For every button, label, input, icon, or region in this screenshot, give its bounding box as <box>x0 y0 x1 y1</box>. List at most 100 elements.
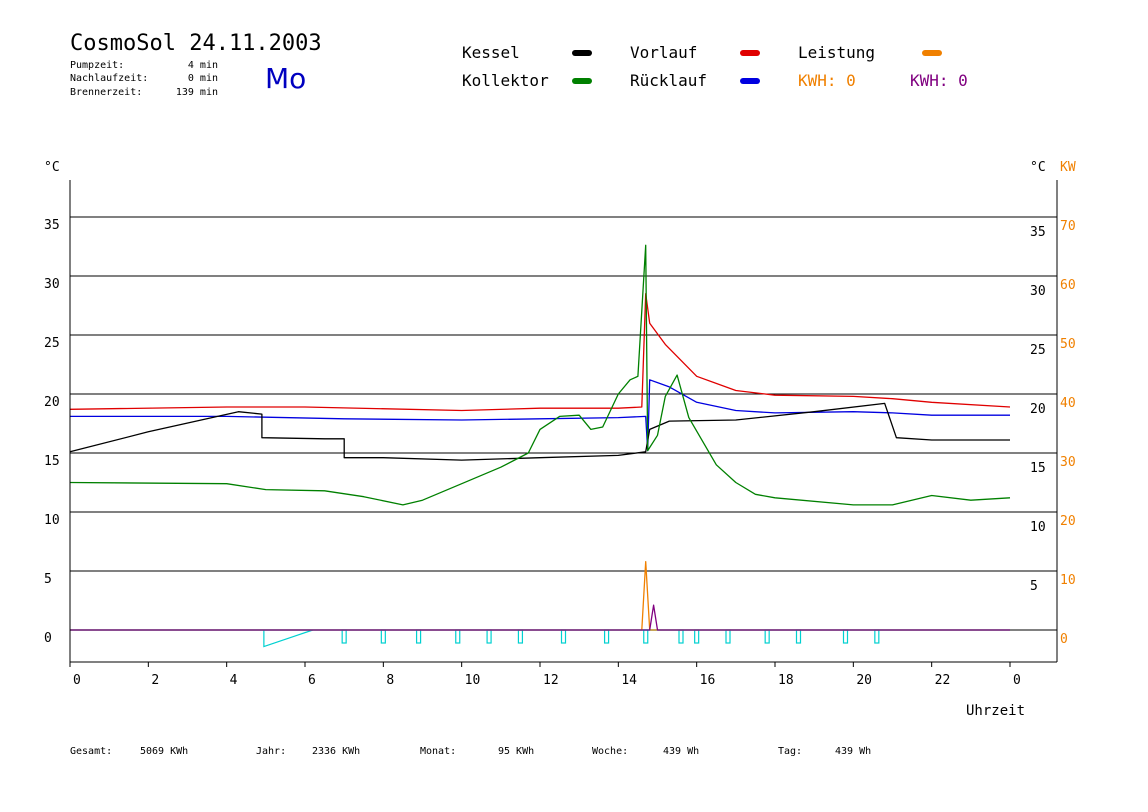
x-tick-label: 0 <box>73 673 81 688</box>
pump-pulse <box>764 629 770 644</box>
left-tick-label: 0 <box>44 631 52 646</box>
kw-tick-label: 10 <box>1060 573 1076 588</box>
kw-tick-label: 20 <box>1060 514 1076 529</box>
x-tick-label: 14 <box>621 673 637 688</box>
footer-tag-value: 439 Wh <box>835 746 871 757</box>
pump-pulse <box>678 629 684 644</box>
pump-pulse <box>341 629 347 644</box>
left-unit-label: °C <box>44 160 60 175</box>
left-tick-label: 25 <box>44 336 60 351</box>
legend-label-vorlauf: Vorlauf <box>630 43 697 62</box>
legend-swatch-kessel <box>572 50 592 56</box>
footer-monat-value: 95 KWh <box>498 746 534 757</box>
footer-tag-label: Tag: <box>778 746 802 757</box>
kwh-purple-label: KWH: 0 <box>910 71 968 90</box>
kw-unit-label: KW <box>1060 160 1076 175</box>
chart-title: CosmoSol 24.11.2003 <box>70 31 322 56</box>
kw-tick-label: 30 <box>1060 455 1076 470</box>
pump-pulse <box>415 629 422 644</box>
footer-woche-label: Woche: <box>592 746 628 757</box>
x-tick-label: 20 <box>856 673 872 688</box>
legend-swatch-leistung <box>922 50 942 56</box>
right-tick-label: 15 <box>1030 461 1046 476</box>
pump-pulse <box>560 629 567 644</box>
series-line-kollektor <box>69 244 1011 506</box>
weekday-label: Mo <box>265 62 306 95</box>
right-tick-label: 25 <box>1030 343 1046 358</box>
kw-axis-ticks: 0 10 20 30 40 50 60 70 <box>1060 219 1076 647</box>
x-tick-label: 2 <box>151 673 159 688</box>
x-axis-ticks: 0 2 4 6 8 10 12 14 16 18 20 22 0 <box>69 662 1021 688</box>
left-axis-ticks: 0 5 10 15 20 25 30 35 <box>44 218 60 646</box>
x-tick-label: 16 <box>700 673 716 688</box>
legend-label-ruecklauf: Rücklauf <box>630 71 707 90</box>
series-line-leistung-2 <box>70 604 1010 631</box>
pump-pulse <box>380 629 386 644</box>
left-tick-label: 30 <box>44 277 60 292</box>
x-axis-title: Uhrzeit <box>966 703 1025 719</box>
left-tick-label: 15 <box>44 454 60 469</box>
right-axis-ticks: 5 10 15 20 25 30 35 <box>1030 225 1046 594</box>
pump-pulse <box>694 629 700 644</box>
pump-pulses <box>70 629 1010 648</box>
footer-totals: Gesamt: 5069 KWh Jahr: 2336 KWh Monat: 9… <box>70 746 871 757</box>
footer-jahr-value: 2336 KWh <box>312 746 360 757</box>
legend-label-kessel: Kessel <box>462 43 520 62</box>
stat-nachlaufzeit-label: Nachlaufzeit: <box>70 73 148 84</box>
kw-tick-label: 40 <box>1060 396 1076 411</box>
pump-pulse <box>517 629 524 644</box>
footer-gesamt-value: 5069 KWh <box>140 746 188 757</box>
x-tick-label: 18 <box>778 673 794 688</box>
kw-tick-label: 50 <box>1060 337 1076 352</box>
x-tick-label: 6 <box>308 673 316 688</box>
legend-swatch-vorlauf <box>740 50 760 56</box>
pump-pulse <box>486 629 492 644</box>
right-tick-label: 20 <box>1030 402 1046 417</box>
x-tick-label: 12 <box>543 673 559 688</box>
right-tick-label: 5 <box>1030 579 1038 594</box>
pump-pulse <box>455 629 461 644</box>
x-tick-label: 0 <box>1013 673 1021 688</box>
left-tick-label: 35 <box>44 218 60 233</box>
series-line-r-cklauf <box>70 379 1010 452</box>
stat-pumpzeit-label: Pumpzeit: <box>70 60 124 71</box>
x-tick-label: 10 <box>465 673 481 688</box>
kw-tick-label: 70 <box>1060 219 1076 234</box>
stat-brennerzeit-value: 139 min <box>176 87 218 98</box>
grid-lines <box>70 216 1057 631</box>
series-line-kessel <box>69 402 1010 461</box>
kw-tick-label: 60 <box>1060 278 1076 293</box>
right-tick-label: 30 <box>1030 284 1046 299</box>
pump-ramp <box>263 629 314 648</box>
left-tick-label: 10 <box>44 513 60 528</box>
stat-nachlaufzeit-value: 0 min <box>188 73 218 84</box>
right-tick-label: 10 <box>1030 520 1046 535</box>
series-lines <box>69 244 1011 631</box>
series-line-vorlauf <box>69 293 1011 412</box>
series-line-leistung <box>70 560 1010 631</box>
stat-pumpzeit-value: 4 min <box>188 60 218 71</box>
pump-pulse <box>795 629 802 644</box>
legend-label-kollektor: Kollektor <box>462 71 549 90</box>
x-tick-label: 22 <box>935 673 951 688</box>
pump-pulse <box>603 629 610 644</box>
pump-pulse <box>874 629 880 644</box>
right-unit-label: °C <box>1030 160 1046 175</box>
legend-label-leistung: Leistung <box>798 43 875 62</box>
footer-monat-label: Monat: <box>420 746 456 757</box>
legend-swatch-ruecklauf <box>740 78 760 84</box>
left-tick-label: 20 <box>44 395 60 410</box>
pump-pulse <box>725 629 731 644</box>
kwh-orange-label: KWH: 0 <box>798 71 856 90</box>
x-tick-label: 4 <box>230 673 238 688</box>
legend: Kessel Vorlauf Leistung Kollektor Rückla… <box>462 43 968 90</box>
footer-woche-value: 439 Wh <box>663 746 699 757</box>
stat-brennerzeit-label: Brennerzeit: <box>70 87 142 98</box>
x-tick-label: 8 <box>386 673 394 688</box>
stats-block: Pumpzeit: 4 min Nachlaufzeit: 0 min Bren… <box>70 60 218 98</box>
right-tick-label: 35 <box>1030 225 1046 240</box>
legend-swatch-kollektor <box>572 78 592 84</box>
kw-tick-label: 0 <box>1060 632 1068 647</box>
footer-gesamt-label: Gesamt: <box>70 746 112 757</box>
